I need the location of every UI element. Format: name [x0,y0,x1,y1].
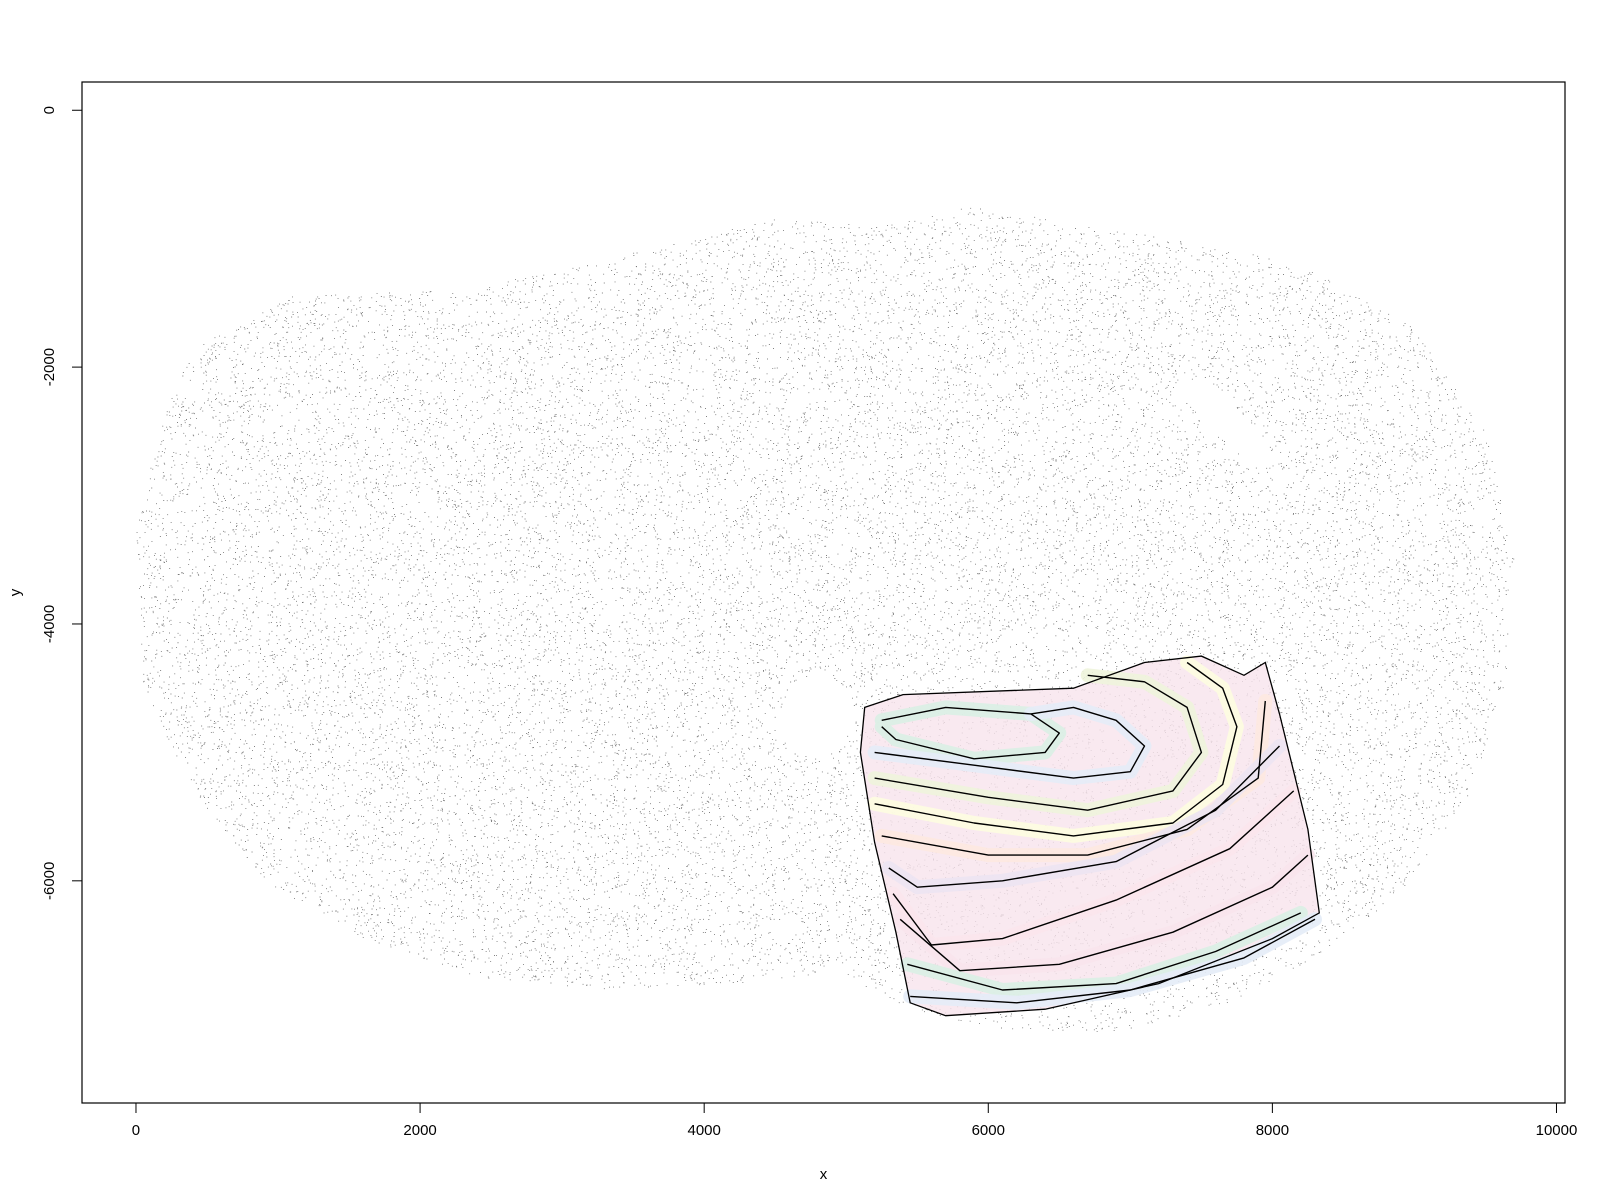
y-tick-label: -2000 [41,348,58,386]
contour-line [899,854,1309,972]
contour-line [881,706,1060,760]
y-tick-label: -4000 [41,605,58,643]
y-axis: 0 -2000 -4000 -6000 [41,106,83,900]
y-axis-title: y [7,588,24,596]
x-tick-label: 2000 [403,1122,436,1139]
contour-line [874,661,1238,837]
contour-line [892,790,1295,946]
plot-frame [81,81,1566,1104]
contour-line [874,674,1203,811]
contour-line [907,912,1302,991]
contour-lines [859,655,1321,1017]
contour-outline [859,655,1321,1017]
x-axis: 0 2000 4000 6000 8000 10000 [132,1102,1578,1139]
y-tick-label: 0 [41,106,58,114]
x-tick-label: 0 [132,1122,140,1139]
x-tick-label: 8000 [1256,1122,1289,1139]
contour-line [910,918,1316,1004]
contour-line [888,745,1280,888]
x-tick-label: 4000 [687,1122,720,1139]
y-tick-label: -6000 [41,862,58,900]
tissue-points [136,207,1515,1032]
contour-line [874,706,1146,779]
x-tick-label: 10000 [1536,1122,1578,1139]
x-axis-title: x [820,1166,828,1183]
point-cloud [136,207,1515,1032]
x-tick-label: 6000 [972,1122,1005,1139]
